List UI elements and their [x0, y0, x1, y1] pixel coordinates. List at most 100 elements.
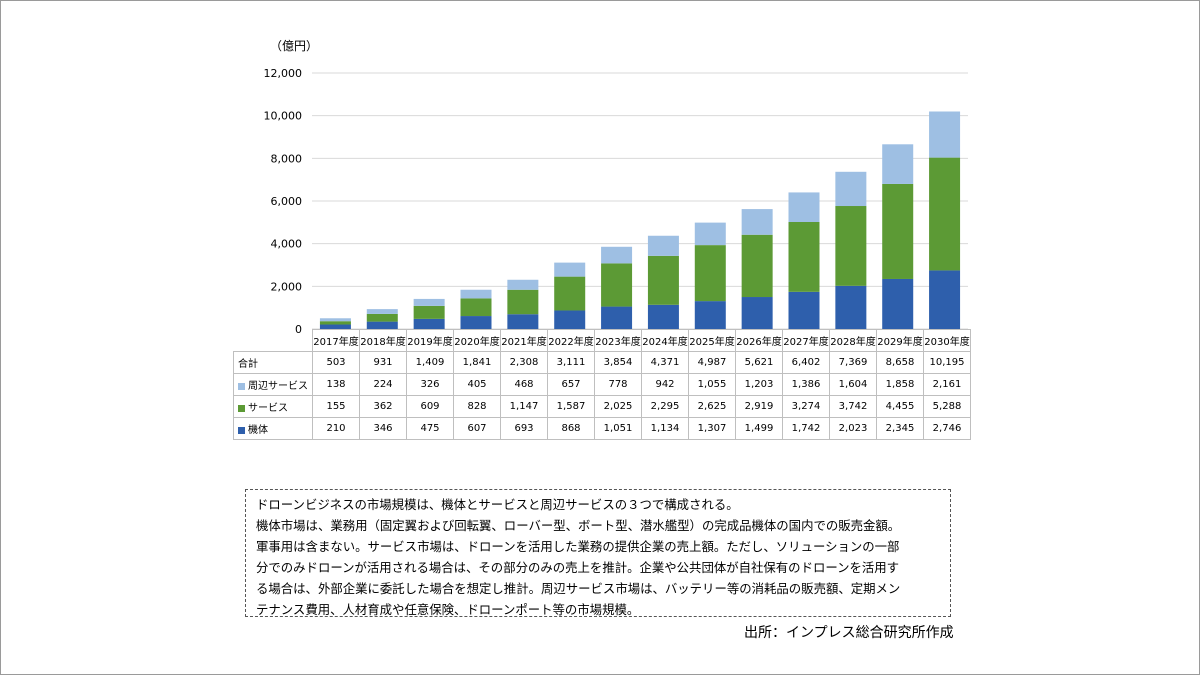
bar-segment — [694, 245, 726, 302]
data-label: 3,274 — [782, 395, 830, 418]
bar-segment — [460, 298, 492, 317]
data-label: 778 — [594, 373, 642, 396]
y-tick-label: 6,000 — [271, 195, 303, 208]
category-label: 2026年度 — [735, 329, 783, 352]
data-label: 2,025 — [594, 395, 642, 418]
bar-segment — [741, 209, 773, 235]
bar-segment — [835, 285, 867, 329]
data-label: 1,051 — [594, 417, 642, 440]
data-label: 868 — [547, 417, 595, 440]
data-label: 1,055 — [688, 373, 736, 396]
data-label: 6,402 — [782, 351, 830, 374]
bar-segment — [366, 309, 398, 314]
bar-segment — [647, 304, 679, 329]
bar-segment — [554, 262, 586, 277]
data-label: 3,742 — [829, 395, 877, 418]
bar-segment — [413, 318, 445, 329]
y-tick-label: 12,000 — [264, 67, 303, 80]
bar-segment — [882, 144, 914, 184]
y-tick-label: 10,000 — [264, 110, 303, 123]
data-label: 8,658 — [876, 351, 924, 374]
bar-segment — [554, 276, 586, 311]
y-tick-label: 4,000 — [271, 238, 303, 251]
series-label: 合計 — [233, 351, 313, 374]
data-label: 1,307 — [688, 417, 736, 440]
data-label: 2,625 — [688, 395, 736, 418]
bar-segment — [319, 324, 351, 329]
bar-segment — [788, 192, 820, 222]
bar-segment — [929, 157, 961, 271]
data-label: 1,147 — [500, 395, 548, 418]
bar-segment — [694, 222, 726, 246]
bar-segment — [319, 321, 351, 325]
data-label: 1,587 — [547, 395, 595, 418]
data-label: 607 — [453, 417, 501, 440]
data-label: 210 — [312, 417, 360, 440]
series-label: 周辺サービス — [233, 373, 313, 396]
bar-segment — [413, 298, 445, 306]
bar-segment — [601, 263, 633, 307]
data-label: 942 — [641, 373, 689, 396]
note-line: テナンス費用、人材育成や任意保険、ドローンポート等の市場規模。 — [256, 602, 640, 617]
note-line: る場合は、外部企業に委託した場合を想定し推計。周辺サービス市場は、バッテリー等の… — [256, 581, 901, 596]
data-label: 1,409 — [406, 351, 454, 374]
note-line: 分でのみドローンが活用される場合は、その部分のみの売上を推計。企業や公共団体が自… — [256, 560, 900, 575]
data-label: 468 — [500, 373, 548, 396]
category-label: 2025年度 — [688, 329, 736, 352]
data-label: 503 — [312, 351, 360, 374]
bar-segment — [788, 221, 820, 292]
table-row: 機体 210 346 475 607 693 868 1,051 1,134 1,307 1,499… — [233, 417, 971, 440]
bar-segment — [366, 321, 398, 329]
table-header-row: 2017年度 2018年度 2019年度 2020年度 2021年度 2022年度 2023… — [233, 329, 971, 352]
category-label: 2027年度 — [782, 329, 830, 352]
gridlines — [312, 72, 968, 330]
data-label: 3,111 — [547, 351, 595, 374]
data-label: 3,854 — [594, 351, 642, 374]
bar-segment — [319, 318, 351, 322]
bar-segment — [835, 171, 867, 207]
data-label: 138 — [312, 373, 360, 396]
y-axis-unit-label: （億円） — [270, 39, 318, 53]
note-line: 機体市場は、業務用（固定翼および回転翼、ローバー型、ボート型、潜水艦型）の完成品… — [256, 518, 901, 533]
data-label: 10,195 — [923, 351, 971, 374]
legend-swatch — [238, 426, 245, 434]
bar-segment — [882, 183, 914, 279]
data-label: 362 — [359, 395, 407, 418]
series-name: 周辺サービス — [248, 381, 308, 392]
series-name: サービス — [248, 403, 288, 414]
data-label: 693 — [500, 417, 548, 440]
note-line: 軍事用は含まない。サービス市場は、ドローンを活用した業務の提供企業の売上額。ただ… — [256, 539, 900, 554]
bar-segment — [647, 255, 679, 305]
data-label: 346 — [359, 417, 407, 440]
bar-segment — [507, 279, 539, 290]
bars — [319, 111, 961, 329]
bar-segment — [741, 234, 773, 298]
bar-segment — [507, 314, 539, 329]
category-label: 2028年度 — [829, 329, 877, 352]
table-row: 周辺サービス 138 224 326 405 468 657 778 942 1,055 1,203… — [233, 373, 971, 396]
data-table: 2017年度 2018年度 2019年度 2020年度 2021年度 2022年度 2023… — [233, 329, 971, 440]
bar-segment — [366, 313, 398, 322]
bar-segment — [554, 310, 586, 329]
data-label: 2,746 — [923, 417, 971, 440]
series-label: 機体 — [233, 417, 313, 440]
table-row: サービス 155 362 609 828 1,147 1,587 2,025 2,295 2,62… — [233, 395, 971, 418]
data-label: 5,621 — [735, 351, 783, 374]
table-corner-cell — [233, 329, 313, 352]
category-label: 2024年度 — [641, 329, 689, 352]
bar-segment — [741, 297, 773, 329]
data-label: 475 — [406, 417, 454, 440]
data-label: 609 — [406, 395, 454, 418]
data-label: 7,369 — [829, 351, 877, 374]
data-label: 1,858 — [876, 373, 924, 396]
data-label: 2,161 — [923, 373, 971, 396]
note-box: ドローンビジネスの市場規模は、機体とサービスと周辺サービスの３つで構成される。 … — [245, 489, 951, 617]
bar-segment — [460, 316, 492, 329]
data-label: 2,023 — [829, 417, 877, 440]
bar-segment — [507, 289, 539, 315]
bar-segment — [694, 301, 726, 329]
data-label: 405 — [453, 373, 501, 396]
data-label: 2,919 — [735, 395, 783, 418]
